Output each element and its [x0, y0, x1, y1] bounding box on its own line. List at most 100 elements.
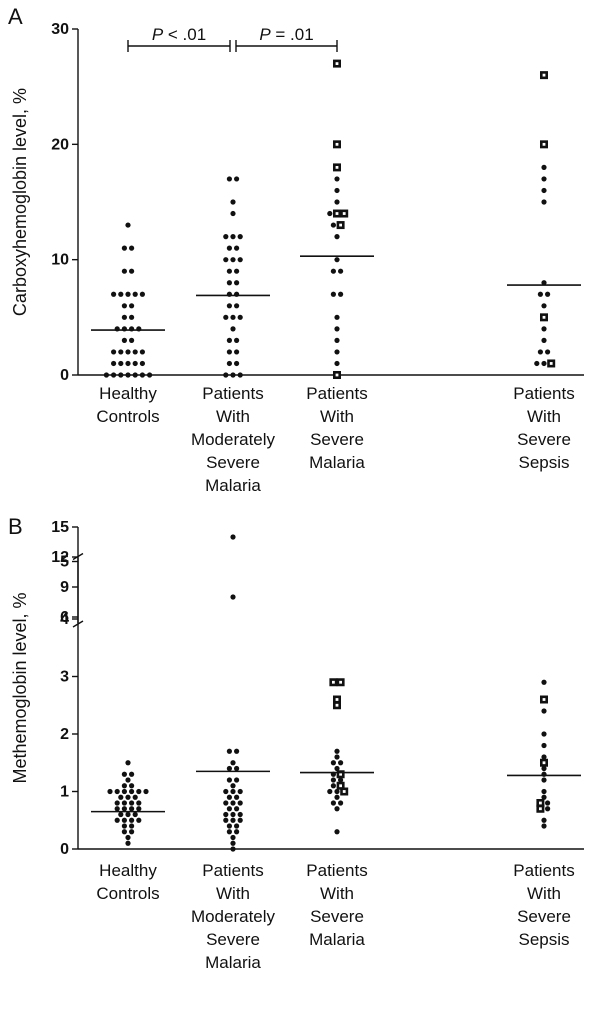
panel-b-point-3-14 [536, 804, 545, 813]
panel-a-point-2-12 [330, 222, 336, 228]
panel-b-point-2-22 [334, 829, 340, 835]
panel-a-ylabel: Carboxyhemoglobin level, % [10, 88, 30, 316]
panel-a-point-2-13 [336, 221, 345, 230]
panel-b-point-1-14 [226, 794, 232, 800]
panel-a-point-0-4 [132, 372, 138, 378]
panel-b-point-1-28 [234, 823, 240, 829]
panel-b-point-0-10 [121, 783, 127, 789]
panel-a-point-1-26 [223, 234, 229, 240]
panel-b-category-label-3-2: Severe [517, 907, 571, 926]
panel-a-point-1-25 [234, 245, 240, 251]
panel-a-point-3-1 [541, 360, 547, 367]
panel-a-point-0-14 [125, 349, 131, 355]
panel-a-pvalue-1: P = .01 [259, 25, 313, 44]
panel-b-point-1-24 [223, 817, 229, 823]
panel-a-point-0-2 [118, 372, 124, 378]
panel-b-point-1-13 [230, 783, 236, 789]
panel-a-point-3-12 [541, 199, 547, 205]
panel-b-point-1-22 [230, 811, 236, 818]
panel-b-ytick-label-0: 0 [60, 841, 69, 858]
panel-b-point-1-27 [226, 823, 232, 829]
panel-b-point-2-8 [334, 754, 340, 760]
panel-a-point-2-6 [330, 291, 336, 297]
panel-a-point-1-4 [234, 360, 240, 367]
panel-a-point-1-19 [226, 268, 232, 274]
panel-a-point-0-9 [125, 360, 131, 367]
panel-a-point-1-11 [230, 314, 236, 320]
panel-b-point-0-18 [136, 800, 142, 806]
panel-a-point-1-29 [230, 210, 236, 217]
panel-b-category-label-1-0: Patients [202, 861, 263, 880]
panel-b-point-3-5 [541, 742, 547, 749]
panel-a-point-1-14 [234, 303, 240, 309]
panel-a-category-label-2-2: Severe [310, 430, 364, 449]
panel-b-point-1-9 [226, 765, 232, 772]
panel-b-category-label-0-1: Controls [96, 884, 159, 903]
panel-b-point-3-15 [545, 806, 551, 812]
panel-a-point-1-31 [226, 176, 232, 182]
panel-b-ytick-label-2: 2 [60, 726, 69, 743]
panel-b-point-1-2 [230, 788, 236, 795]
panel-a-point-0-31 [139, 291, 145, 297]
panel-b-point-2-7 [334, 748, 340, 754]
panel-a-point-3-10 [545, 291, 551, 297]
panel-a-point-3-16 [539, 140, 548, 149]
panel-a-point-3-6 [541, 326, 547, 332]
panel-b-point-1-19 [226, 806, 232, 812]
panel-a-point-1-12 [237, 314, 243, 320]
panel-b-point-0-25 [132, 811, 138, 818]
panel-a-point-0-0 [103, 372, 109, 378]
panel-a-point-3-8 [541, 303, 547, 309]
panel-a-category-label-1-2: Moderately [191, 430, 276, 449]
panel-a-category-label-2-1: With [320, 407, 354, 426]
panel-a-point-0-8 [118, 360, 124, 367]
panel-a-point-2-11 [334, 234, 340, 240]
panel-a-category-label-1-4: Malaria [205, 476, 261, 495]
panel-a-point-1-0 [223, 372, 229, 378]
panel-b-point-3-2 [541, 679, 547, 685]
panel-b-point-1-31 [230, 834, 236, 841]
panel-a-ytick-label-2: 20 [51, 136, 69, 153]
panel-a-point-2-18 [334, 187, 340, 194]
panel-a-letter: A [8, 4, 23, 29]
panel-a-point-1-32 [234, 176, 240, 182]
panel-b-point-0-29 [136, 817, 142, 823]
panel-b-point-0-9 [125, 777, 131, 783]
panel-b-point-2-4 [336, 678, 345, 687]
panel-a-point-1-28 [237, 234, 243, 240]
panel-a-category-label-3-0: Patients [513, 384, 574, 403]
panel-a-point-0-1 [111, 372, 117, 378]
panel-a-point-2-4 [334, 326, 340, 332]
panel-a-point-0-28 [118, 291, 124, 297]
panel-b-point-3-11 [541, 794, 547, 800]
panel-b-point-0-32 [121, 829, 127, 835]
panel-a-category-label-0-0: Healthy [99, 384, 157, 403]
panel-a-point-1-24 [226, 245, 232, 251]
panel-b-category-label-1-3: Severe [206, 930, 260, 949]
panel-a-point-1-5 [226, 349, 232, 355]
panel-a-point-0-23 [121, 314, 127, 320]
panel-a-ytick-label-0: 0 [60, 367, 69, 384]
panel-b-point-0-6 [125, 760, 131, 766]
panel-b-category-label-3-3: Sepsis [518, 930, 569, 949]
panel-b-point-1-20 [234, 806, 240, 812]
panel-a-point-2-5 [334, 314, 340, 320]
panel-a-ytick-label-3: 30 [51, 21, 69, 38]
panel-a-point-2-3 [334, 337, 340, 343]
panel-b-point-2-15 [338, 777, 344, 783]
panel-b-category-label-1-2: Moderately [191, 907, 276, 926]
panel-a-ytick-label-1: 10 [51, 252, 69, 269]
panel-b-point-0-19 [114, 806, 120, 812]
panel-a-point-2-21 [332, 140, 341, 149]
panel-b-point-0-12 [118, 794, 124, 800]
panel-b-point-1-26 [237, 817, 243, 823]
panel-a: A Carboxyhemoglobin level, % 0 10 20 30 P < .0… [8, 4, 584, 495]
panel-b-point-2-17 [336, 781, 345, 790]
panel-b-point-0-17 [129, 800, 135, 806]
panel-a-category-label-3-1: With [527, 407, 561, 426]
panel-a-point-1-20 [234, 268, 240, 274]
panel-a-point-2-0 [332, 370, 341, 379]
panel-a-point-2-2 [334, 349, 340, 355]
